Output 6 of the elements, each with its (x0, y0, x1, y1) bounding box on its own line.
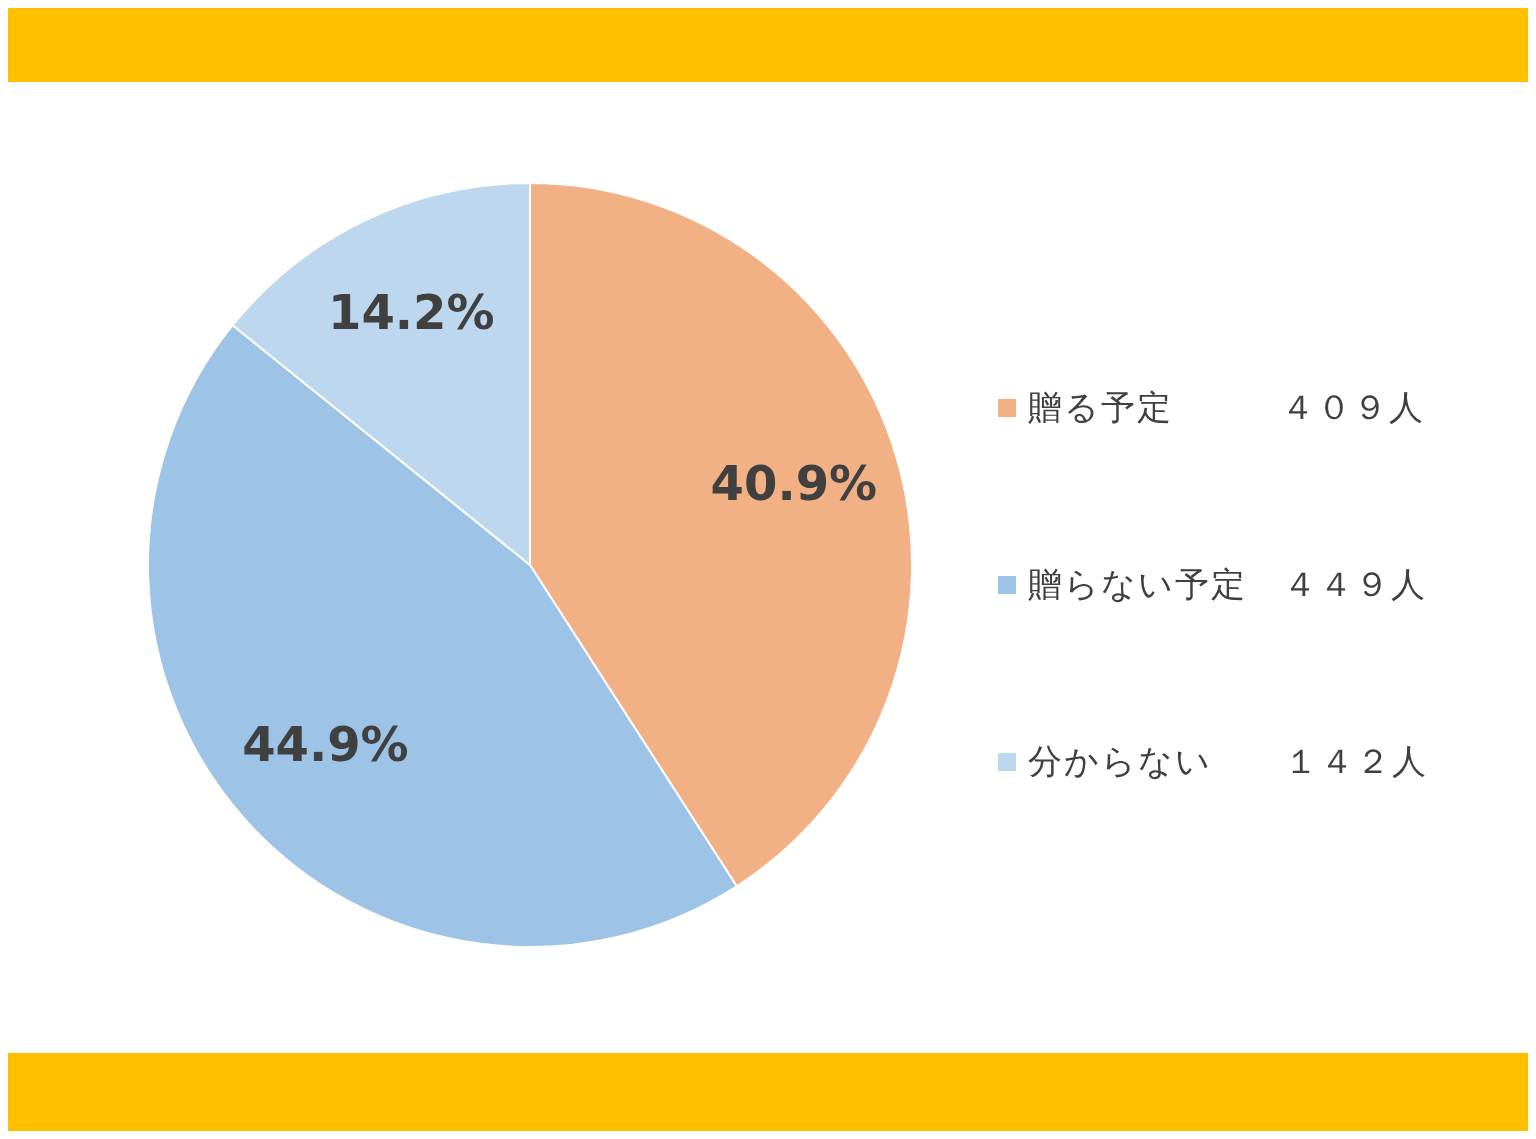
data-label: 40.9% (710, 454, 878, 511)
data-label: 44.9% (242, 716, 409, 773)
legend-label: 贈らない予定 ４４９人 (1028, 563, 1427, 606)
legend-label: 分からない １４２人 (1028, 740, 1428, 783)
data-label: 14.2% (328, 284, 495, 341)
legend-label: 贈る予定 ４０９人 (1028, 386, 1425, 429)
